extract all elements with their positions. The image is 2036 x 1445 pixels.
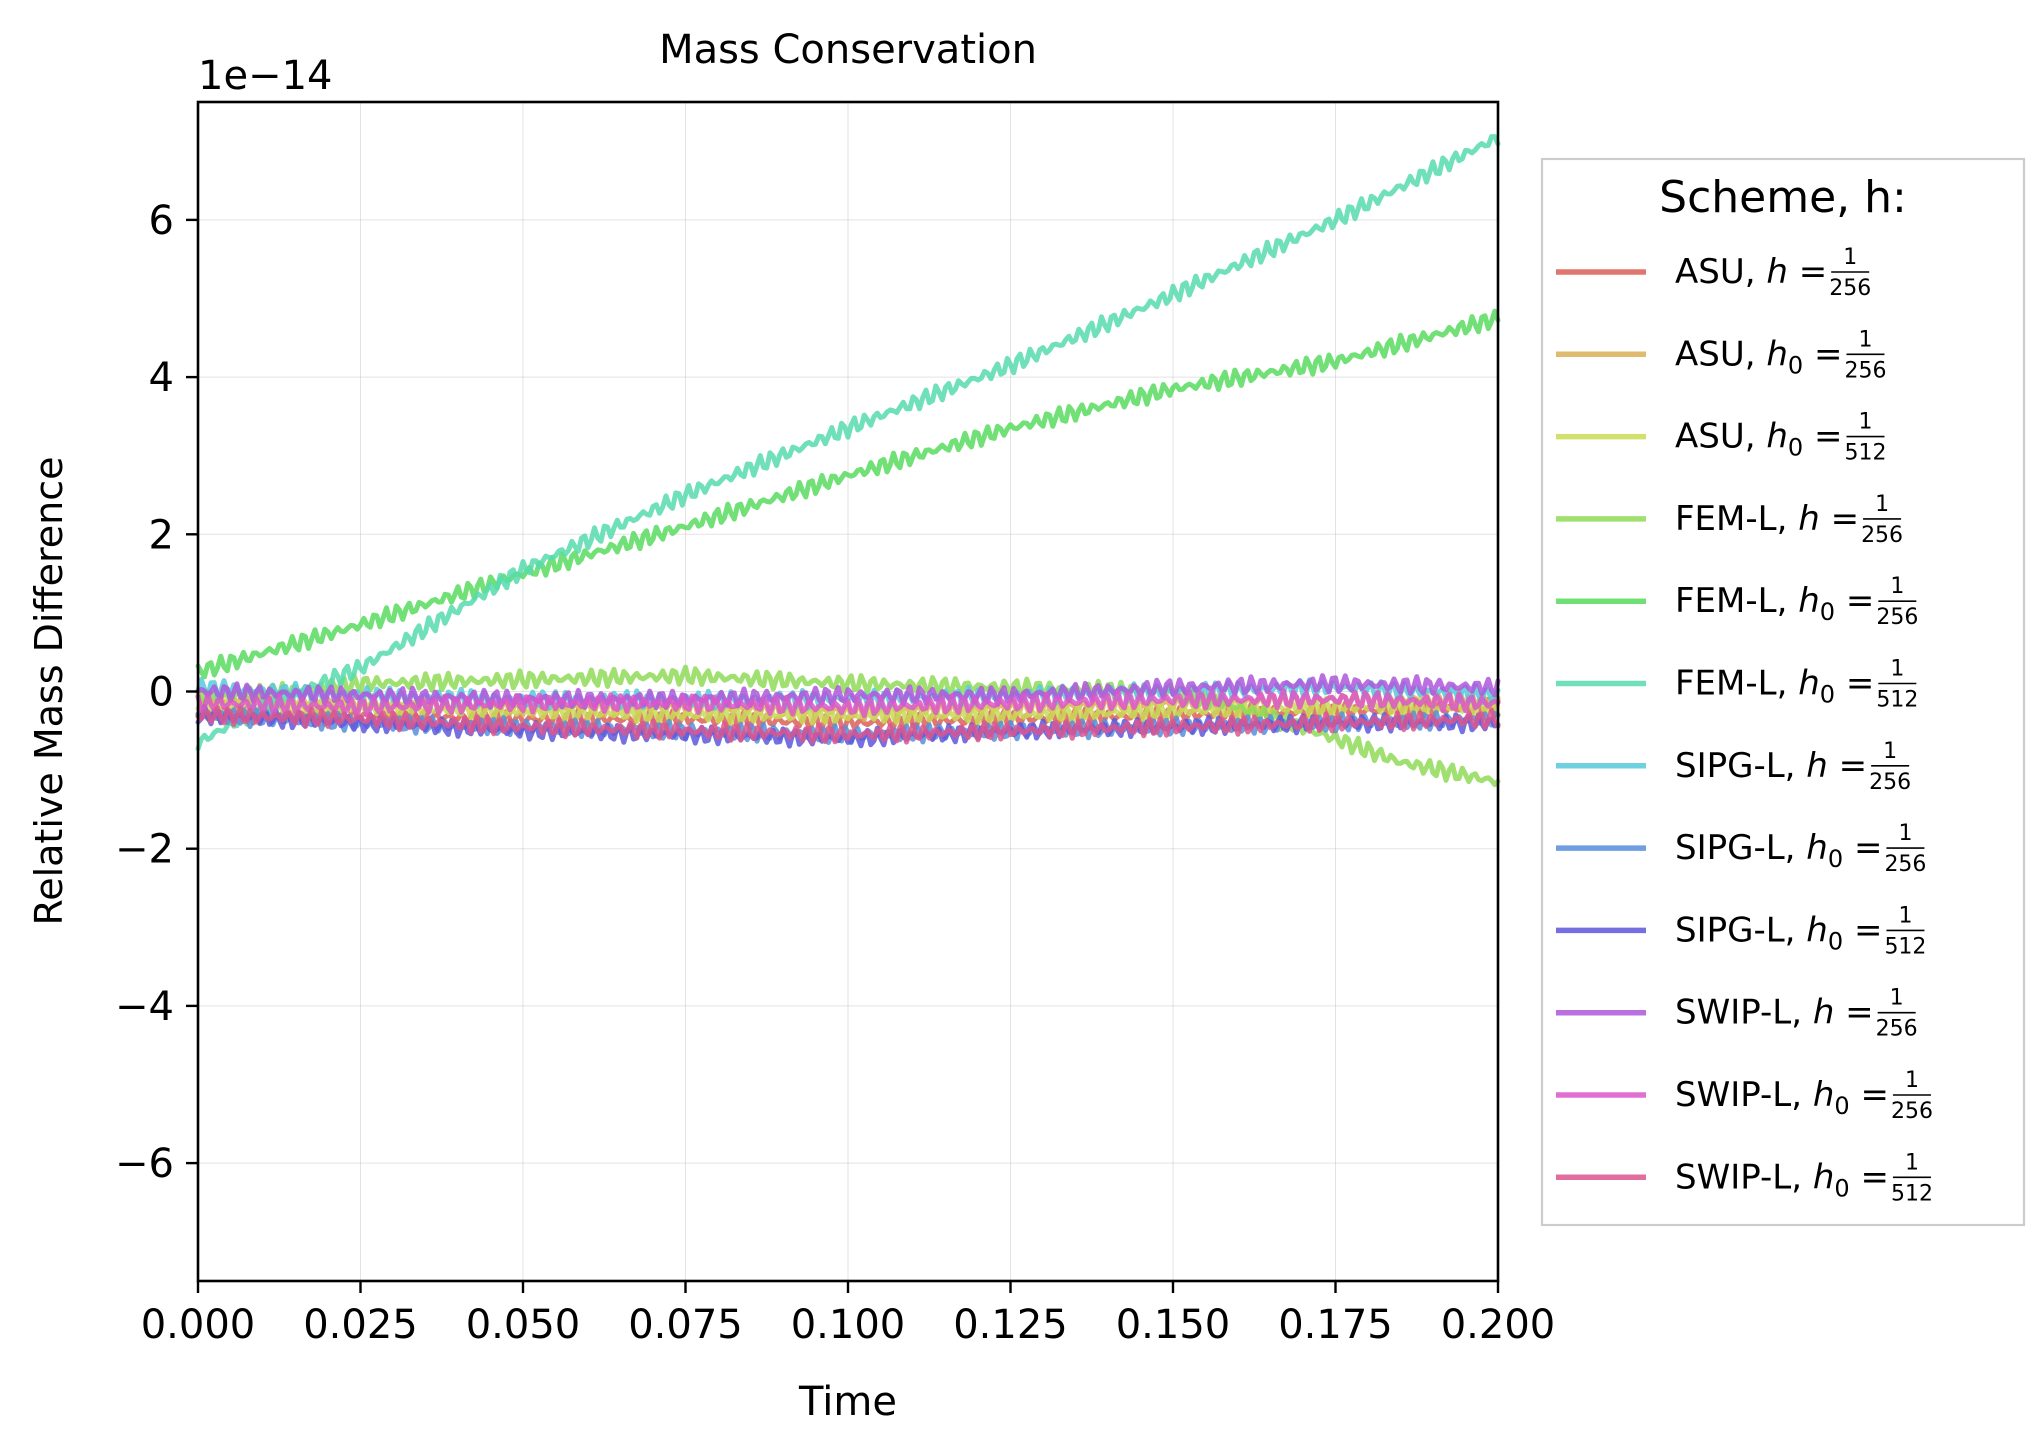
y-tick-label: 0	[149, 670, 174, 716]
legend-fraction-denominator: 256	[1869, 770, 1911, 795]
y-tick-label: 4	[149, 355, 174, 401]
legend-label: SIPG-L, h =	[1675, 746, 1867, 786]
x-tick-label: 0.075	[628, 1302, 743, 1348]
x-tick-label: 0.150	[1116, 1302, 1231, 1348]
x-tick-label: 0.125	[953, 1302, 1068, 1348]
legend-fraction-denominator: 256	[1861, 523, 1903, 548]
legend-fraction-denominator: 256	[1884, 852, 1926, 877]
y-axis-label: Relative Mass Difference	[27, 457, 71, 926]
legend-label: ASU, h0 =	[1675, 334, 1842, 379]
legend-fraction-denominator: 256	[1844, 358, 1886, 383]
legend-fraction-numerator: 1	[1890, 574, 1904, 599]
x-tick-label: 0.200	[1441, 1302, 1556, 1348]
legend-fraction-numerator: 1	[1898, 903, 1912, 928]
axis-ticks: 0.000 0.025 0.050 0.075 0.100 0.125 0.150 0.175…	[115, 198, 1555, 1348]
legend-label: SIPG-L, h0 =	[1675, 828, 1882, 873]
legend-fraction-numerator: 1	[1858, 327, 1872, 352]
chart-title: Mass Conservation	[659, 27, 1037, 73]
legend-label: FEM-L, h =	[1675, 499, 1859, 539]
legend-label: FEM-L, h0 =	[1675, 581, 1874, 626]
legend-fraction-denominator: 512	[1884, 934, 1926, 959]
legend-fraction-numerator: 1	[1890, 986, 1904, 1011]
legend-fraction-denominator: 512	[1891, 1181, 1933, 1206]
legend-label: SIPG-L, h0 =	[1675, 910, 1882, 955]
series-lines	[195, 134, 1501, 788]
legend-fraction-numerator: 1	[1890, 657, 1904, 682]
legend-box	[1540, 157, 2026, 1227]
legend-fraction-denominator: 512	[1844, 441, 1886, 466]
legend-fraction-denominator: 256	[1876, 1017, 1918, 1042]
legend-label: SWIP-L, h0 =	[1675, 1157, 1889, 1202]
legend-fraction-numerator: 1	[1858, 410, 1872, 435]
series-line-10	[195, 673, 1501, 711]
legend-fraction-numerator: 1	[1883, 739, 1897, 764]
y-tick-label: −6	[115, 1141, 174, 1187]
legend-fraction-numerator: 1	[1843, 245, 1857, 270]
legend-label: ASU, h =	[1675, 252, 1827, 292]
series-line-5	[195, 308, 1501, 680]
x-axis-label: Time	[798, 1379, 897, 1425]
series-line-6	[195, 134, 1501, 752]
legend-fraction-numerator: 1	[1905, 1068, 1919, 1093]
y-offset-label: 1e−14	[198, 53, 332, 99]
legend-fraction-denominator: 512	[1876, 688, 1918, 713]
legend-fraction-denominator: 256	[1829, 276, 1871, 301]
x-tick-label: 0.175	[1278, 1302, 1393, 1348]
series-line-11	[195, 688, 1501, 719]
legend-label: FEM-L, h0 =	[1675, 664, 1874, 709]
legend-fraction-numerator: 1	[1875, 492, 1889, 517]
legend-label: ASU, h0 =	[1675, 417, 1842, 462]
x-tick-label: 0.100	[791, 1302, 906, 1348]
legend-label: SWIP-L, h0 =	[1675, 1075, 1889, 1120]
legend-fraction-denominator: 256	[1891, 1099, 1933, 1124]
x-tick-label: 0.050	[466, 1302, 581, 1348]
legend-label: SWIP-L, h =	[1675, 993, 1874, 1033]
y-tick-label: −4	[115, 984, 174, 1030]
y-tick-label: 2	[149, 512, 174, 558]
y-tick-label: 6	[149, 198, 174, 244]
legend-fraction-numerator: 1	[1898, 821, 1912, 846]
x-tick-label: 0.000	[141, 1302, 256, 1348]
series-line-12	[195, 705, 1501, 745]
legend-fraction-numerator: 1	[1905, 1150, 1919, 1175]
legend-title: Scheme, h:	[1659, 172, 1907, 223]
x-tick-label: 0.025	[303, 1302, 418, 1348]
legend-fraction-denominator: 256	[1876, 605, 1918, 630]
y-tick-label: −2	[115, 827, 174, 873]
